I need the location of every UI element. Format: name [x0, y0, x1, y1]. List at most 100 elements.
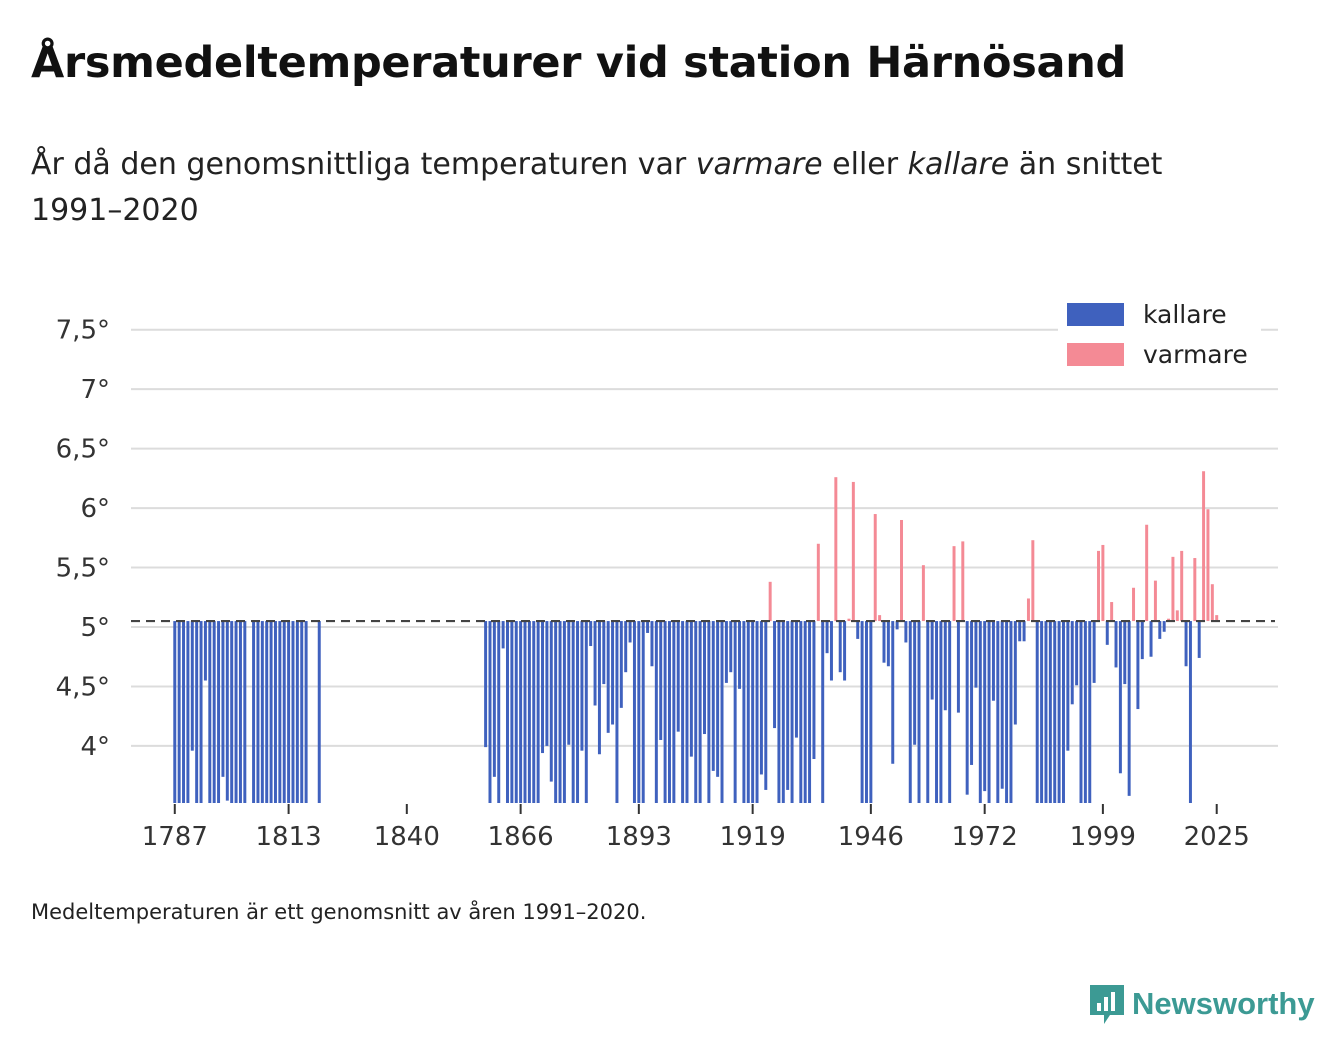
bar-colder — [203, 621, 207, 681]
bar-colder — [252, 621, 256, 803]
bar-colder — [492, 621, 496, 777]
bar-colder — [711, 621, 715, 771]
bar-colder — [821, 621, 825, 803]
bar-colder — [1035, 621, 1039, 803]
x-tick-label: 1972 — [952, 822, 1018, 852]
bar-warmer — [1145, 524, 1149, 622]
bar-colder — [742, 621, 746, 803]
bar-warmer — [1206, 509, 1210, 622]
bar-warmer — [1110, 602, 1114, 622]
bar-colder — [781, 621, 785, 803]
bar-colder — [790, 621, 794, 803]
bar-colder — [970, 621, 974, 765]
bar-colder — [243, 621, 247, 803]
bar-colder — [637, 621, 641, 803]
bar-warmer — [1031, 540, 1035, 622]
bar-colder — [501, 621, 505, 649]
bar-colder — [269, 621, 273, 803]
bar-colder — [484, 621, 488, 748]
bar-colder — [860, 621, 864, 803]
bar-colder — [628, 621, 632, 643]
bar-colder — [956, 621, 960, 713]
newsworthy-logo[interactable]: Newsworthy — [1088, 981, 1315, 1027]
bar-colder — [234, 621, 238, 803]
x-tick-label: 1893 — [606, 822, 672, 852]
bar-colder — [1000, 621, 1004, 789]
bar-colder — [733, 621, 737, 803]
bar-colder — [545, 621, 549, 746]
bar-colder — [536, 621, 540, 803]
bar-colder — [838, 621, 842, 673]
bar-colder — [532, 621, 536, 803]
y-tick-label: 5° — [80, 613, 110, 643]
subtitle-part1: År då den genomsnittliga temperaturen va… — [31, 147, 696, 182]
bar-colder — [703, 621, 706, 735]
bar-warmer — [1167, 618, 1171, 622]
bar-colder — [996, 621, 1000, 803]
bar-colder — [794, 621, 798, 738]
x-tick-label: 1919 — [720, 822, 786, 852]
bar-colder — [1197, 621, 1201, 658]
chart-title: Årsmedeltemperaturer vid station Härnösa… — [31, 38, 1127, 88]
bar-colder — [663, 621, 667, 803]
bar-warmer — [834, 477, 838, 622]
bar-colder — [1070, 621, 1074, 705]
bar-colder — [562, 621, 566, 803]
bar-colder — [1127, 621, 1131, 796]
bar-colder — [716, 621, 720, 777]
bar-colder — [1114, 621, 1118, 668]
bar-colder — [755, 621, 759, 803]
bar-warmer — [873, 514, 877, 622]
bar-colder — [291, 621, 295, 803]
bar-colder — [1044, 621, 1048, 803]
bar-colder — [707, 621, 711, 803]
bar-colder — [786, 621, 790, 790]
bar-colder — [939, 621, 943, 803]
bar-colder — [987, 621, 991, 803]
bar-colder — [212, 621, 216, 803]
bar-colder — [681, 621, 685, 803]
bar-colder — [825, 621, 829, 654]
x-axis-ticks: 1787 1813 1840 1866 1893 1919 1946 1972 1999 2025 — [142, 804, 1250, 852]
bars — [173, 471, 1219, 803]
bar-colder — [667, 621, 671, 803]
legend-swatch-warmer — [1067, 343, 1124, 366]
bar-colder — [913, 621, 917, 745]
newsworthy-logo-text: Newsworthy — [1132, 986, 1315, 1021]
legend-label-warmer: varmare — [1143, 340, 1248, 369]
bar-colder — [882, 621, 886, 663]
bar-colder — [584, 621, 588, 803]
bar-colder — [738, 621, 742, 689]
bar-warmer — [1097, 550, 1100, 622]
bar-colder — [991, 621, 995, 701]
bar-colder — [186, 621, 190, 803]
bar-colder — [974, 621, 978, 688]
bar-colder — [304, 621, 308, 803]
bar-warmer — [1026, 598, 1030, 622]
bar-colder — [891, 621, 895, 764]
y-tick-label: 6° — [80, 494, 110, 524]
bar-warmer — [952, 546, 956, 622]
bar-colder — [1079, 621, 1083, 803]
bar-colder — [694, 621, 698, 803]
x-tick-label: 1866 — [488, 822, 554, 852]
bar-colder — [1040, 621, 1044, 803]
bar-warmer — [900, 519, 903, 622]
bar-warmer — [1180, 550, 1184, 622]
bar-colder — [287, 621, 291, 803]
bar-colder — [1022, 621, 1026, 642]
bar-colder — [221, 621, 225, 777]
subtitle-part2: eller — [822, 147, 908, 182]
bar-colder — [238, 621, 242, 803]
bar-colder — [886, 621, 890, 667]
y-tick-label: 4° — [80, 732, 110, 762]
bar-colder — [549, 621, 553, 782]
bar-colder — [812, 621, 816, 760]
bar-colder — [523, 621, 527, 803]
bar-colder — [1140, 621, 1144, 660]
bar-warmer — [1210, 584, 1214, 622]
bar-colder — [930, 621, 934, 700]
bar-colder — [278, 621, 282, 803]
y-tick-label: 5,5° — [56, 554, 110, 584]
bar-colder — [751, 621, 755, 803]
